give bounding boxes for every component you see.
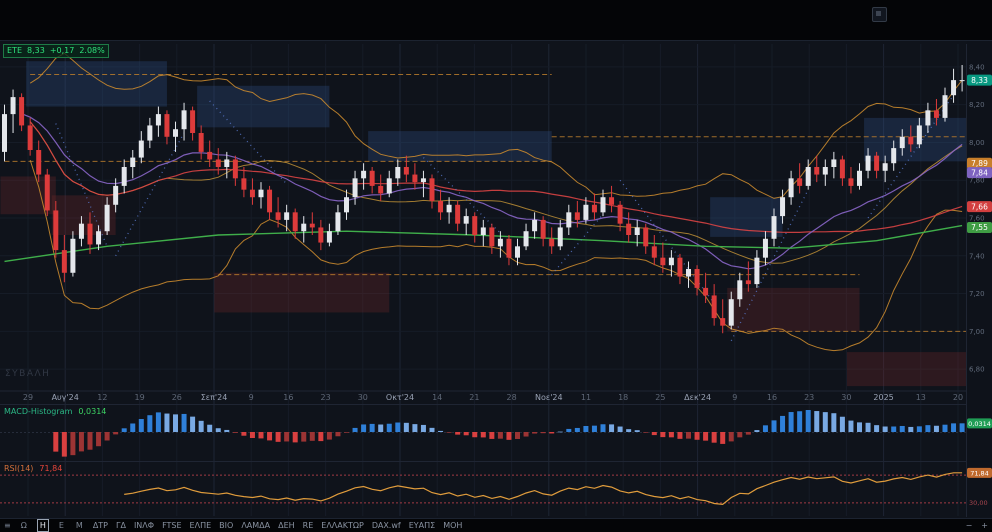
- svg-text:7,80: 7,80: [969, 177, 985, 185]
- svg-text:8,20: 8,20: [969, 101, 985, 109]
- svg-text:23: 23: [321, 393, 331, 402]
- svg-text:13: 13: [916, 393, 926, 402]
- svg-text:Αυγ'24: Αυγ'24: [52, 393, 79, 402]
- macd-value: 0,0314: [78, 407, 107, 416]
- svg-text:9: 9: [249, 393, 254, 402]
- svg-text:0,0314: 0,0314: [968, 420, 991, 428]
- svg-text:Οκτ'24: Οκτ'24: [386, 393, 414, 402]
- watchlist-tab[interactable]: ΔΕΗ: [278, 521, 295, 530]
- watchlist-tab[interactable]: RE: [302, 521, 314, 530]
- svg-text:23: 23: [804, 393, 814, 402]
- zoom-controls: − +: [966, 520, 988, 531]
- watchlist-tab[interactable]: ΕΥΑΠΣ: [408, 521, 436, 530]
- rsi-indicator-label[interactable]: RSI(14) 71,84: [4, 464, 62, 473]
- svg-text:8,40: 8,40: [969, 63, 985, 71]
- watchlist-tab[interactable]: ΒΙΟ: [219, 521, 234, 530]
- watchlist-tab[interactable]: ΙΝΛΦ: [133, 521, 155, 530]
- svg-text:8,33: 8,33: [971, 76, 988, 85]
- bottom-toolbar: ≡ Ω Η Ε Μ ΔΤΡ ΓΔ ΙΝΛΦ FTSE ΕΛΠΕ ΒΙΟ ΛΑΜΔΑ ΔΕΗ RE ΕΛΛΑΚ…: [0, 518, 992, 532]
- symbol-name: ETE: [7, 46, 22, 55]
- watchlist-tab[interactable]: FTSE: [162, 521, 182, 530]
- svg-text:20: 20: [953, 393, 963, 402]
- watchlist-tab[interactable]: DAX.wf: [371, 521, 401, 530]
- watchlist-tab[interactable]: ΔΤΡ: [92, 521, 108, 530]
- svg-text:8,00: 8,00: [969, 139, 985, 147]
- svg-text:Δεκ'24: Δεκ'24: [684, 393, 711, 402]
- svg-text:19: 19: [135, 393, 145, 402]
- svg-text:7,40: 7,40: [969, 252, 985, 260]
- svg-text:7,89: 7,89: [971, 159, 988, 168]
- svg-text:30,00: 30,00: [969, 499, 988, 507]
- svg-text:21: 21: [469, 393, 479, 402]
- svg-text:30: 30: [841, 393, 851, 402]
- symbol-change-pct: 2.08%: [79, 46, 105, 55]
- rsi-label-text: RSI(14): [4, 464, 34, 473]
- zoom-in-icon[interactable]: +: [981, 521, 988, 530]
- symbol-badge[interactable]: ETE 8,33 +0,17 2.08%: [3, 44, 109, 58]
- svg-text:29: 29: [23, 393, 33, 402]
- svg-text:Νοε'24: Νοε'24: [535, 393, 563, 402]
- timeframe-button[interactable]: Ε: [58, 521, 64, 530]
- svg-text:28: 28: [507, 393, 517, 402]
- svg-text:9: 9: [732, 393, 737, 402]
- svg-text:71,84: 71,84: [970, 469, 989, 477]
- svg-text:30: 30: [358, 393, 368, 402]
- svg-text:18: 18: [618, 393, 628, 402]
- top-toolbar-button[interactable]: [872, 7, 887, 22]
- svg-text:2025: 2025: [873, 393, 893, 402]
- svg-text:7,20: 7,20: [969, 290, 985, 298]
- chart-watermark: ΣΥΒΑΛΗ: [5, 369, 51, 379]
- svg-text:11: 11: [581, 393, 591, 402]
- symbol-change: +0,17: [49, 46, 75, 55]
- svg-text:26: 26: [172, 393, 182, 402]
- timeframe-button[interactable]: Η: [36, 519, 49, 532]
- macd-indicator-label[interactable]: MACD-Histogram 0,0314: [4, 407, 106, 416]
- watchlist-tab[interactable]: ΛΑΜΔΑ: [241, 521, 271, 530]
- svg-text:Σεπ'24: Σεπ'24: [201, 393, 228, 402]
- svg-text:16: 16: [767, 393, 777, 402]
- watchlist-tab[interactable]: ΜΟΗ: [443, 521, 463, 530]
- svg-text:7,60: 7,60: [969, 215, 985, 223]
- timeframe-button[interactable]: Ω: [20, 521, 27, 530]
- watchlist-tab[interactable]: ΕΛΛΑΚΤΩΡ: [321, 521, 364, 530]
- svg-text:12: 12: [97, 393, 107, 402]
- svg-text:7,84: 7,84: [971, 168, 988, 177]
- svg-text:25: 25: [655, 393, 665, 402]
- macd-label-text: MACD-Histogram: [4, 407, 73, 416]
- zoom-out-icon[interactable]: −: [965, 521, 973, 530]
- symbol-price: 8,33: [27, 46, 45, 55]
- watchlist-tab[interactable]: ΕΛΠΕ: [189, 521, 212, 530]
- menu-icon[interactable]: ≡: [4, 521, 11, 530]
- svg-text:7,00: 7,00: [969, 328, 985, 336]
- watchlist-tab[interactable]: ΓΔ: [116, 521, 126, 530]
- svg-text:7,55: 7,55: [971, 223, 988, 232]
- top-bar: [0, 0, 992, 41]
- svg-text:6,80: 6,80: [969, 366, 985, 374]
- svg-text:14: 14: [432, 393, 442, 402]
- timeframe-button[interactable]: Μ: [75, 521, 83, 530]
- rsi-value: 71,84: [39, 464, 63, 473]
- svg-text:7,66: 7,66: [971, 202, 988, 211]
- svg-text:16: 16: [283, 393, 293, 402]
